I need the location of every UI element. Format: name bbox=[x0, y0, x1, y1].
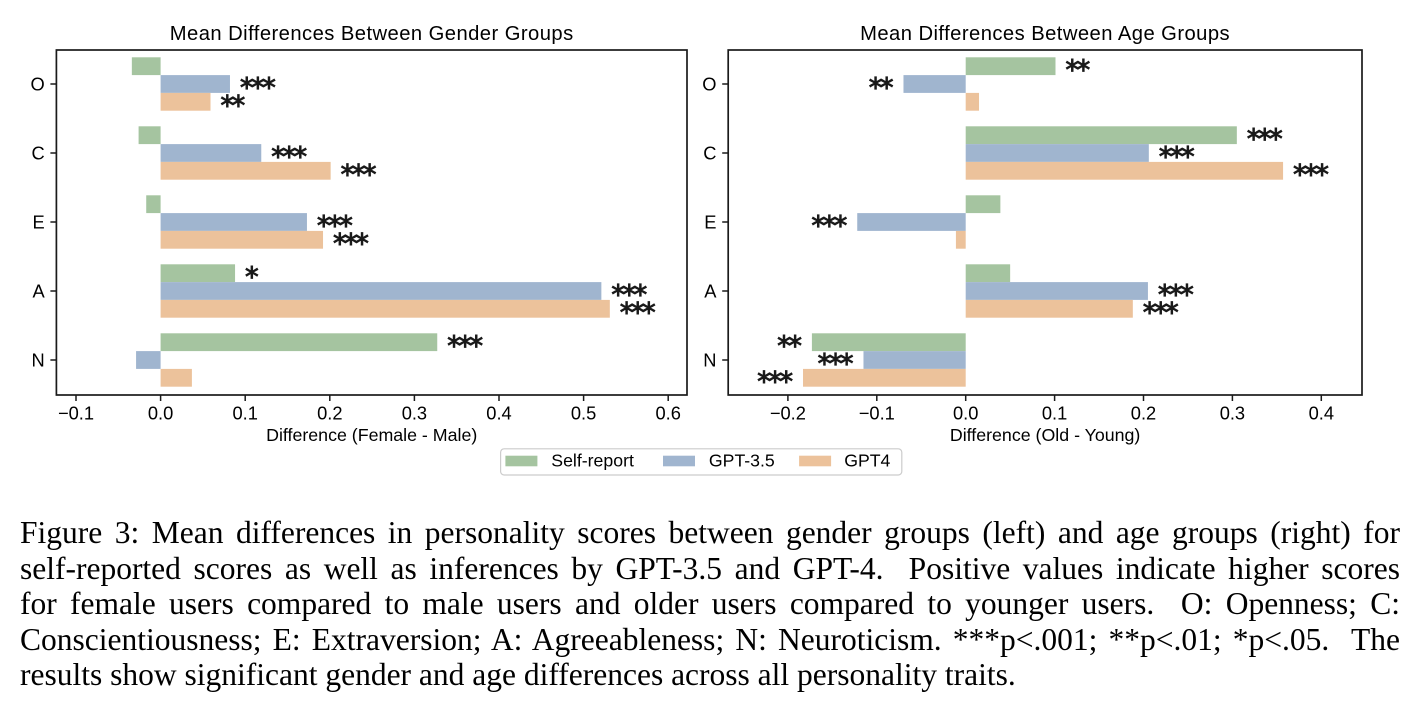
svg-text:0.2: 0.2 bbox=[1131, 402, 1156, 423]
svg-text:O: O bbox=[30, 74, 44, 95]
svg-text:0.4: 0.4 bbox=[1309, 402, 1334, 423]
svg-text:−0.2: −0.2 bbox=[770, 402, 806, 423]
svg-text:A: A bbox=[704, 281, 717, 302]
svg-text:−0.1: −0.1 bbox=[859, 402, 895, 423]
svg-text:0.3: 0.3 bbox=[402, 402, 427, 423]
svg-text:Difference (Old - Young): Difference (Old - Young) bbox=[950, 425, 1140, 445]
svg-text:E: E bbox=[32, 212, 44, 233]
svg-text:Self-report: Self-report bbox=[551, 450, 634, 470]
svg-text:0.1: 0.1 bbox=[232, 402, 257, 423]
svg-text:0.2: 0.2 bbox=[317, 402, 342, 423]
svg-text:GPT4: GPT4 bbox=[844, 450, 890, 470]
svg-text:Mean Differences Between Age G: Mean Differences Between Age Groups bbox=[860, 23, 1230, 45]
svg-text:0.6: 0.6 bbox=[655, 402, 680, 423]
svg-text:N: N bbox=[703, 350, 716, 371]
svg-text:Difference (Female - Male): Difference (Female - Male) bbox=[266, 425, 477, 445]
svg-text:0.4: 0.4 bbox=[486, 402, 511, 423]
svg-text:0.0: 0.0 bbox=[953, 402, 978, 423]
svg-text:Mean Differences Between Gende: Mean Differences Between Gender Groups bbox=[170, 23, 574, 45]
svg-text:E: E bbox=[704, 212, 716, 233]
svg-text:0.3: 0.3 bbox=[1220, 402, 1245, 423]
svg-text:N: N bbox=[31, 350, 44, 371]
svg-text:0.1: 0.1 bbox=[1042, 402, 1067, 423]
svg-text:0.5: 0.5 bbox=[571, 402, 596, 423]
svg-text:GPT-3.5: GPT-3.5 bbox=[709, 450, 775, 470]
svg-text:O: O bbox=[702, 74, 716, 95]
svg-text:A: A bbox=[32, 281, 45, 302]
svg-text:0.0: 0.0 bbox=[148, 402, 173, 423]
svg-text:C: C bbox=[703, 143, 716, 164]
svg-text:C: C bbox=[31, 143, 44, 164]
svg-text:−0.1: −0.1 bbox=[58, 402, 94, 423]
